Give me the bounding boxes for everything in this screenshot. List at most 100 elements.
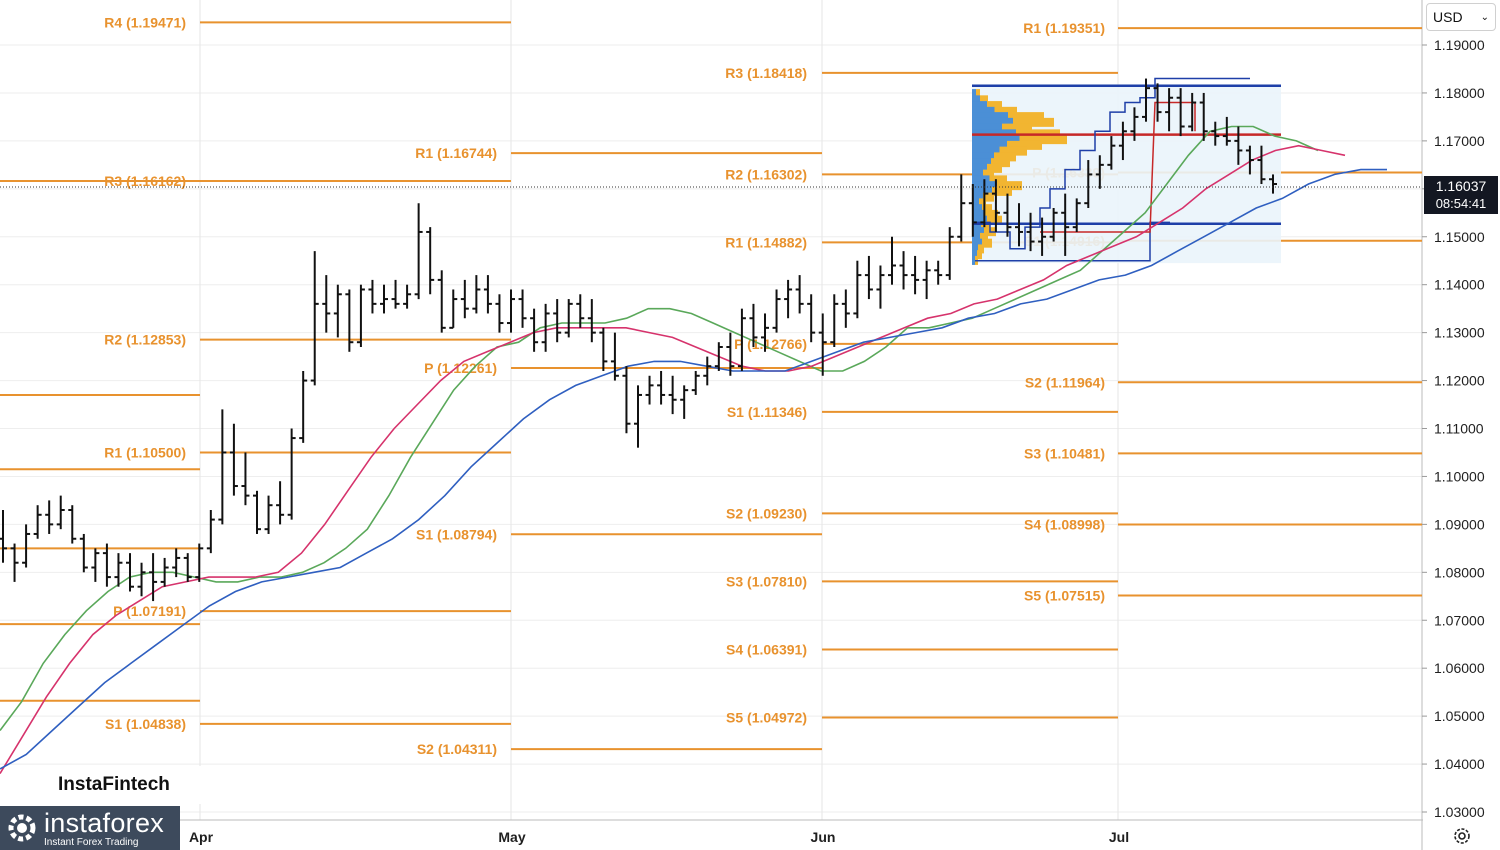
y-tick-label: 1.19000 <box>1434 37 1485 53</box>
vp-bar-down <box>1013 117 1054 127</box>
vp-bar-up <box>972 123 1002 133</box>
y-tick-label: 1.11000 <box>1434 421 1484 437</box>
vp-bar-down <box>1002 123 1032 133</box>
pivot-label: R1 (1.19351) <box>1023 20 1105 36</box>
vp-trace <box>1040 101 1196 233</box>
vp-bar-down <box>980 95 988 105</box>
x-tick-label: Jul <box>1109 829 1129 845</box>
y-tick-label: 1.17000 <box>1434 133 1485 149</box>
pivot-label: S2 (1.09230) <box>726 505 807 521</box>
y-tick-label: 1.14000 <box>1434 277 1485 293</box>
vp-bar-up <box>972 89 976 99</box>
axis-background <box>1423 0 1500 850</box>
vp-bar-up <box>972 221 981 231</box>
vp-bar-down <box>978 244 984 254</box>
y-tick-label: 1.15000 <box>1434 229 1485 245</box>
pivot-label: R1 (1.14882) <box>725 234 807 250</box>
vp-bar-down <box>985 209 998 219</box>
y-tick-label: 1.09000 <box>1434 516 1485 532</box>
current-price-badge: 1.16037 08:54:41 <box>1424 176 1498 214</box>
vp-bar-down <box>1019 135 1067 145</box>
vp-bar-down <box>977 250 982 260</box>
y-tick-label: 1.07000 <box>1434 612 1485 628</box>
brand-name: instaforex <box>44 808 165 838</box>
ma-fast-line <box>0 125 1319 731</box>
pivot-label: S2 (1.04311) <box>417 741 497 757</box>
vp-bar-down <box>989 175 1007 185</box>
vp-bar-up <box>972 255 975 265</box>
vp-bar-up <box>972 244 978 254</box>
vp-bar-up <box>972 238 982 248</box>
vp-bar-down <box>987 101 1002 111</box>
vp-bar-up <box>972 163 987 173</box>
ohlc-bars <box>0 78 1422 602</box>
brand-tagline: Instant Forex Trading <box>44 837 139 848</box>
price-axis: 1.190001.180001.170001.160001.150001.140… <box>1422 0 1500 850</box>
instafintech-watermark: InstaFintech <box>50 766 210 804</box>
currency-select[interactable]: USD ⌄ <box>1426 3 1496 31</box>
pivot-label: S5 (1.04972) <box>726 709 807 725</box>
vp-bar-up <box>972 106 995 116</box>
instaforex-logo[interactable]: instaforex Instant Forex Trading <box>0 806 180 850</box>
vp-bar-up <box>972 158 991 168</box>
candle-countdown: 08:54:41 <box>1435 196 1487 211</box>
vp-bar-up <box>972 204 982 214</box>
vp-trace <box>975 77 1250 250</box>
pivot-label: R4 (1.19471) <box>104 14 186 30</box>
vp-bar-up <box>972 95 980 105</box>
vp-bar-up <box>972 169 983 179</box>
vp-bar-up <box>972 140 1007 150</box>
vp-bar-down <box>982 204 992 214</box>
pivot-label: S1 (1.11346) <box>727 404 807 420</box>
vp-bar-up <box>972 209 985 219</box>
gear-logo-icon <box>8 814 36 842</box>
y-tick-label: 1.10000 <box>1434 468 1485 484</box>
moving-averages <box>0 125 1387 775</box>
vp-bar-up <box>972 117 1013 127</box>
y-tick-label: 1.18000 <box>1434 85 1485 101</box>
vp-bar-down <box>994 152 1016 162</box>
vp-bar-down <box>980 232 988 242</box>
vp-bar-up <box>972 250 977 260</box>
pivot-label: S1 (1.08794) <box>416 526 497 542</box>
pivot-label: S2 (1.11964) <box>1025 374 1105 390</box>
y-tick-label: 1.08000 <box>1434 564 1485 580</box>
currency-label: USD <box>1433 9 1463 25</box>
pivot-label: S1 (1.04838) <box>105 716 186 732</box>
settings-gear-icon[interactable] <box>1450 824 1474 848</box>
vp-bar-up <box>972 227 984 237</box>
y-tick-label: 1.06000 <box>1434 660 1485 676</box>
vp-bar-up <box>972 175 990 185</box>
vp-bar-up <box>972 152 994 162</box>
y-tick-label: 1.03000 <box>1434 804 1485 820</box>
pivot-label: R1 (1.10500) <box>104 444 186 460</box>
pivot-label: S4 (1.08998) <box>1024 516 1105 532</box>
vp-bar-down <box>1008 112 1044 122</box>
vp-bar-down <box>999 146 1027 156</box>
vp-bar-up <box>972 232 980 242</box>
time-axis: Apr May Jun Jul <box>189 829 1129 845</box>
pivot-label: R1 (1.16744) <box>415 145 497 161</box>
pivot-label: P (1.07191) <box>113 603 186 619</box>
vp-bar-down <box>994 106 1017 116</box>
volume-profile <box>972 77 1281 265</box>
vp-bar-down <box>991 158 1010 168</box>
ma-slow-line <box>0 168 1387 770</box>
x-tick-label: Jun <box>811 829 836 845</box>
y-tick-label: 1.13000 <box>1434 325 1485 341</box>
vp-bar-down <box>997 181 1022 191</box>
vp-bar-up <box>972 192 983 202</box>
current-price: 1.16037 <box>1435 178 1487 194</box>
vp-bar-down <box>1007 140 1042 150</box>
vp-bar-up <box>972 135 1020 145</box>
vp-bar-up <box>972 198 979 208</box>
x-tick-label: Apr <box>189 829 214 845</box>
pivot-label: R3 (1.16162) <box>104 173 186 189</box>
chevron-down-icon: ⌄ <box>1480 11 1489 23</box>
y-tick-label: 1.12000 <box>1434 373 1485 389</box>
pivot-label: P (1.12261) <box>424 360 497 376</box>
vp-bar-up <box>972 112 1008 122</box>
pivot-label: S5 (1.07515) <box>1024 588 1105 604</box>
pivot-label: R3 (1.18418) <box>725 65 807 81</box>
